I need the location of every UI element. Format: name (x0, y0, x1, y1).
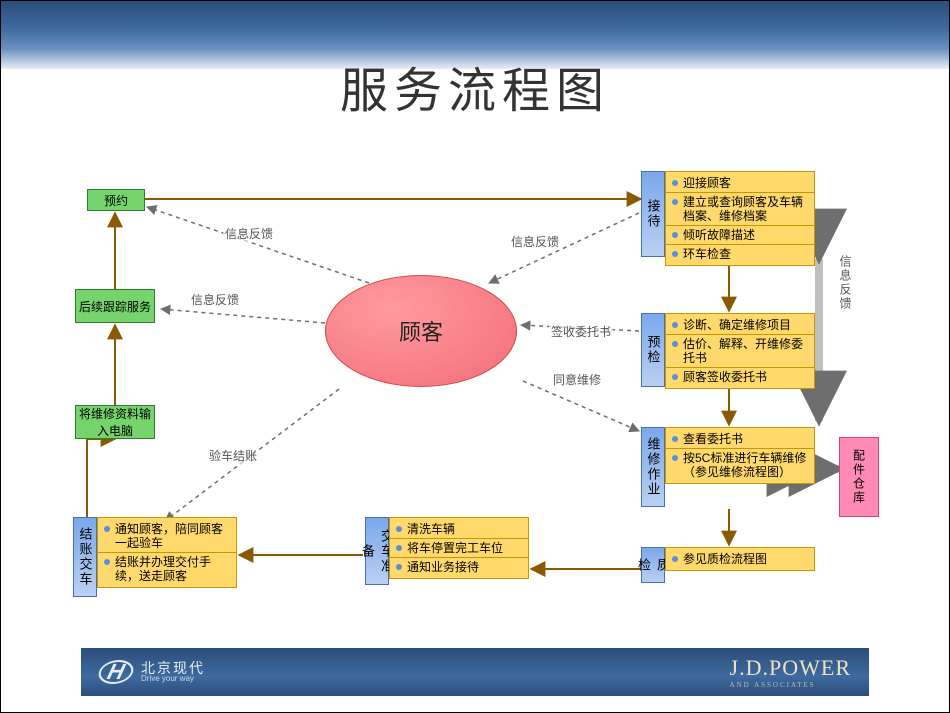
bullet-icon (396, 564, 402, 570)
list-item: 环车检查 (666, 246, 814, 262)
list-item-text: 结账并办理交付手续，送走顾客 (115, 555, 232, 583)
list-item-text: 估价、解释、开维修委托书 (683, 337, 810, 365)
label-check: 验车结账 (207, 447, 259, 464)
list-qc: 参见质检流程图 (665, 547, 815, 571)
list-item: 参见质检流程图 (666, 551, 814, 567)
label-fb_v: 信息反馈 (835, 255, 856, 311)
list-repair: 查看委托书按5C标准进行车辆维修（参见维修流程图） (665, 427, 815, 484)
bullet-icon (104, 526, 110, 532)
list-item: 迎接顾客 (666, 175, 814, 191)
tab-settle: 结账交车 (73, 517, 97, 597)
list-item-text: 环车检查 (683, 247, 731, 261)
bullet-icon (672, 180, 678, 186)
list-item: 估价、解释、开维修委托书 (666, 336, 814, 366)
list-item-text: 清洗车辆 (407, 522, 455, 536)
list-delivery: 清洗车辆将车停置完工车位通知业务接待 (389, 517, 529, 579)
hyundai-icon: H (96, 660, 136, 684)
jdpower-sub: AND ASSOCIATES (730, 681, 851, 689)
list-item-text: 将车停置完工车位 (407, 541, 503, 555)
slide-frame: 服务流程图 顾客 预约后续跟踪服务将维修资料输入电脑配件仓库 接待预检维修作业质检… (0, 0, 950, 713)
list-item: 通知顾客，陪同顾客一起验车 (98, 521, 236, 551)
list-item-text: 顾客签收委托书 (683, 370, 767, 384)
label-sign: 签收委托书 (549, 323, 613, 340)
list-item-text: 通知顾客，陪同顾客一起验车 (115, 522, 232, 550)
label-agree: 同意维修 (551, 371, 603, 388)
list-item: 倾听故障描述 (666, 227, 814, 243)
tab-precheck: 预检 (641, 313, 665, 387)
bullet-icon (672, 556, 678, 562)
slide-title: 服务流程图 (340, 51, 610, 121)
node-reserve: 预约 (87, 189, 145, 211)
jdpower-logo: J.D.POWER AND ASSOCIATES (730, 655, 851, 689)
list-item-text: 通知业务接待 (407, 560, 479, 574)
tab-qc: 质检 (641, 547, 665, 583)
list-reception: 迎接顾客建立或查询顾客及车辆档案、维修档案倾听故障描述环车检查 (665, 171, 815, 266)
list-precheck: 诊断、确定维修项目估价、解释、开维修委托书顾客签收委托书 (665, 313, 815, 389)
list-item-text: 按5C标准进行车辆维修（参见维修流程图） (683, 451, 810, 479)
list-item: 清洗车辆 (390, 521, 528, 537)
bullet-icon (672, 251, 678, 257)
list-item: 顾客签收委托书 (666, 369, 814, 385)
jdpower-text: J.D.POWER (730, 655, 851, 680)
label-fb2: 信息反馈 (509, 233, 561, 250)
list-item: 建立或查询顾客及车辆档案、维修档案 (666, 194, 814, 224)
bullet-icon (396, 526, 402, 532)
list-item: 将车停置完工车位 (390, 540, 528, 556)
list-item: 通知业务接待 (390, 559, 528, 575)
list-item-text: 迎接顾客 (683, 176, 731, 190)
list-item-text: 倾听故障描述 (683, 228, 755, 242)
list-item-text: 诊断、确定维修项目 (683, 318, 791, 332)
hyundai-cn: 北京现代 (141, 661, 205, 675)
list-item: 结账并办理交付手续，送走顾客 (98, 554, 236, 584)
list-item: 诊断、确定维修项目 (666, 317, 814, 333)
customer-ellipse: 顾客 (325, 275, 517, 387)
footer-band: H 北京现代 Drive your way J.D.POWER AND ASSO… (81, 648, 869, 696)
bullet-icon (104, 559, 110, 565)
hyundai-en: Drive your way (141, 675, 205, 683)
bullet-icon (672, 374, 678, 380)
list-item-text: 参见质检流程图 (683, 552, 767, 566)
node-parts: 配件仓库 (839, 437, 879, 517)
node-input: 将维修资料输入电脑 (75, 405, 155, 439)
list-item: 按5C标准进行车辆维修（参见维修流程图） (666, 450, 814, 480)
bullet-icon (672, 199, 678, 205)
list-settle: 通知顾客，陪同顾客一起验车结账并办理交付手续，送走顾客 (97, 517, 237, 588)
label-fb3: 信息反馈 (189, 291, 241, 308)
tab-reception: 接待 (641, 171, 665, 257)
bullet-icon (396, 545, 402, 551)
bullet-icon (672, 232, 678, 238)
hyundai-logo: H 北京现代 Drive your way (99, 660, 205, 684)
tab-delivery: 交车准备 (365, 517, 389, 585)
tab-repair: 维修作业 (641, 427, 665, 507)
bullet-icon (672, 341, 678, 347)
list-item: 查看委托书 (666, 431, 814, 447)
customer-label: 顾客 (399, 315, 443, 347)
label-fb1: 信息反馈 (223, 225, 275, 242)
list-item-text: 建立或查询顾客及车辆档案、维修档案 (683, 195, 810, 223)
flowchart-canvas: 顾客 预约后续跟踪服务将维修资料输入电脑配件仓库 接待预检维修作业质检 结账交车 交车… (69, 171, 883, 611)
bullet-icon (672, 322, 678, 328)
node-followup: 后续跟踪服务 (75, 289, 155, 323)
bullet-icon (672, 436, 678, 442)
bullet-icon (672, 455, 678, 461)
list-item-text: 查看委托书 (683, 432, 743, 446)
